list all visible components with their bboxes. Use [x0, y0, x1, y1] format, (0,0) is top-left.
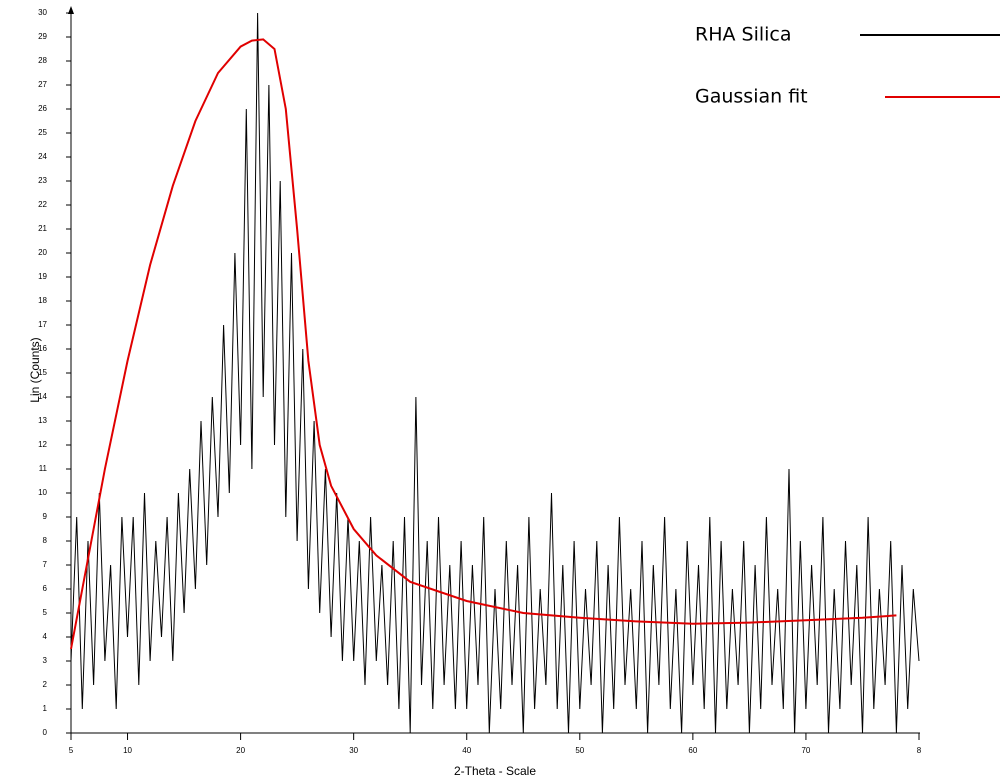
y-tick-label: 20 — [38, 248, 47, 257]
y-tick-label: 27 — [38, 80, 47, 89]
x-tick-label: 70 — [801, 746, 810, 755]
y-tick-label: 21 — [38, 224, 47, 233]
legend-label: Gaussian fit — [695, 86, 808, 108]
y-tick-label: 0 — [43, 728, 48, 737]
y-tick-label: 1 — [43, 704, 48, 713]
y-tick-label: 24 — [38, 152, 47, 161]
y-tick-label: 22 — [38, 200, 47, 209]
y-tick-label: 28 — [38, 56, 47, 65]
x-tick-label: 10 — [123, 746, 132, 755]
y-tick-label: 13 — [38, 416, 47, 425]
data-line — [70, 12, 920, 734]
y-tick-label: 12 — [38, 440, 47, 449]
y-tick-label: 30 — [38, 8, 47, 17]
y-tick-label: 4 — [43, 632, 48, 641]
y-tick-label: 7 — [43, 560, 48, 569]
y-tick-label: 23 — [38, 176, 47, 185]
y-tick-label: 17 — [38, 320, 47, 329]
legend-label: RHA Silica — [695, 24, 792, 46]
y-tick-label: 10 — [38, 488, 47, 497]
x-axis-title: 2-Theta - Scale — [454, 764, 536, 778]
y-tick-label: 11 — [39, 464, 48, 473]
y-tick-label: 15 — [38, 368, 47, 377]
y-tick-label: 9 — [43, 512, 48, 521]
y-axis-title: Lin (Counts) — [28, 337, 42, 402]
y-tick-label: 14 — [38, 392, 47, 401]
y-tick-label: 25 — [38, 128, 47, 137]
y-tick-label: 18 — [38, 296, 47, 305]
x-tick-label: 50 — [575, 746, 584, 755]
x-tick-label: 60 — [688, 746, 697, 755]
x-tick-label: 40 — [462, 746, 471, 755]
axis-arrow — [68, 6, 74, 14]
x-tick-label: 30 — [349, 746, 358, 755]
y-tick-label: 29 — [38, 32, 47, 41]
y-tick-label: 16 — [38, 344, 47, 353]
x-tick-label: 8 — [917, 746, 922, 755]
data-line — [70, 38, 897, 650]
y-tick-label: 8 — [43, 536, 48, 545]
y-tick-label: 2 — [43, 680, 48, 689]
y-tick-label: 3 — [43, 656, 48, 665]
y-tick-label: 19 — [38, 272, 47, 281]
y-tick-label: 6 — [43, 584, 48, 593]
y-tick-label: 26 — [38, 104, 47, 113]
x-tick-label: 5 — [69, 746, 74, 755]
y-tick-label: 5 — [43, 608, 48, 617]
x-tick-label: 20 — [236, 746, 245, 755]
